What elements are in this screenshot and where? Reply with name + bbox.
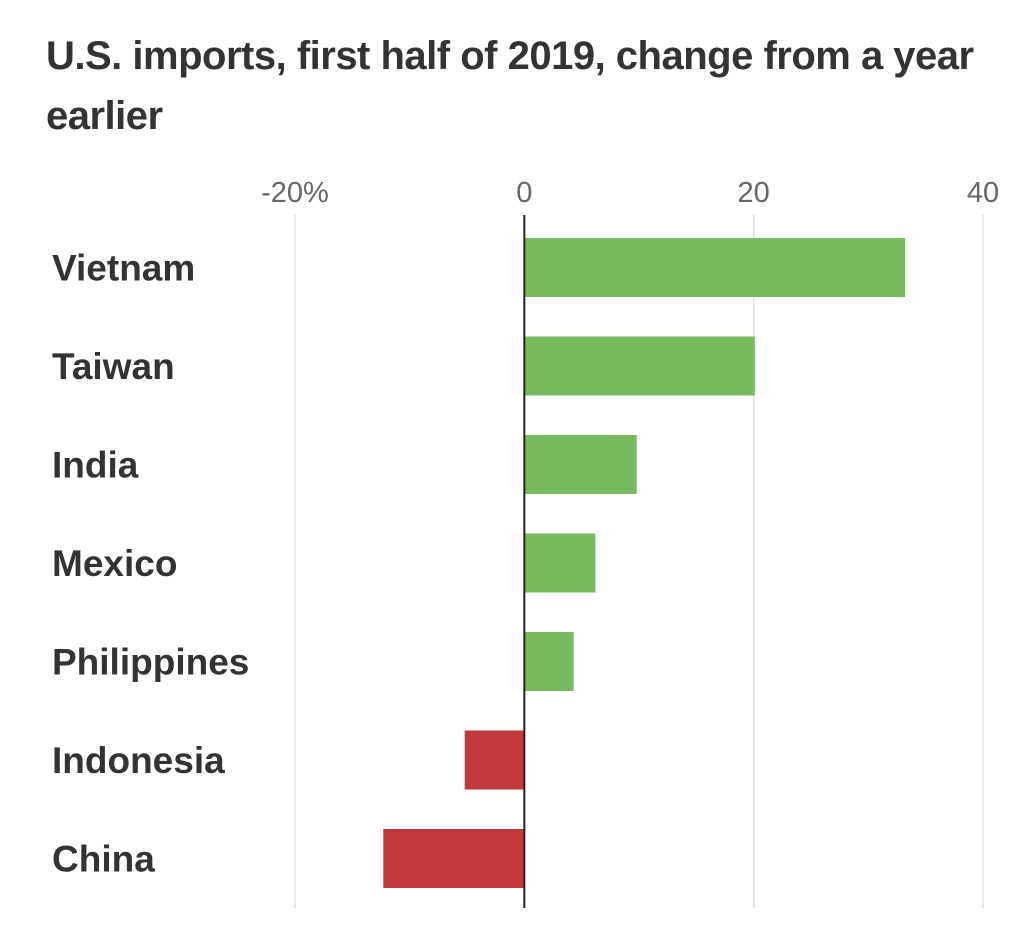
- x-tick-label: 40: [967, 177, 999, 209]
- bar-taiwan: [524, 336, 755, 396]
- category-label: India: [52, 445, 139, 486]
- bar-mexico: [524, 533, 596, 593]
- bar-indonesia: [464, 730, 525, 790]
- category-label: Taiwan: [52, 346, 175, 387]
- category-label: China: [52, 839, 155, 880]
- category-labels: Vietnam Taiwan India Mexico Philippines Indon…: [52, 248, 249, 880]
- category-label: Vietnam: [52, 248, 195, 289]
- bar-philippines: [524, 632, 574, 691]
- gridlines: [294, 215, 984, 908]
- bars: [383, 238, 906, 888]
- x-tick-label: 20: [738, 177, 770, 209]
- category-label: Mexico: [52, 543, 177, 584]
- bar-vietnam: [524, 238, 906, 297]
- x-tick-label: -20%: [261, 177, 329, 209]
- x-tick-label: 0: [516, 177, 532, 209]
- category-label: Indonesia: [52, 740, 225, 781]
- bar-india: [524, 435, 637, 494]
- x-axis-tick-labels: -20% 0 20 40: [261, 177, 999, 209]
- bar-china: [383, 829, 525, 888]
- category-label: Philippines: [52, 642, 249, 683]
- chart-title: U.S. imports, first half of 2019, change…: [46, 34, 974, 138]
